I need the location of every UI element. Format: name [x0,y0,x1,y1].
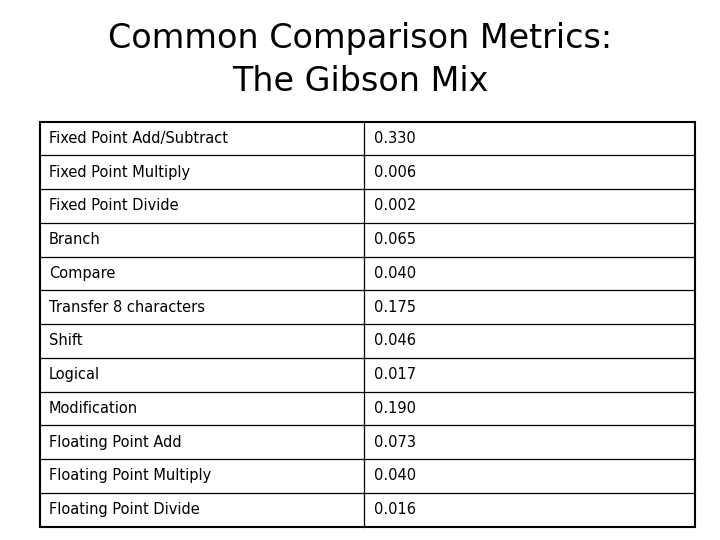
Text: Shift: Shift [49,333,83,348]
Text: 0.017: 0.017 [374,367,417,382]
Text: 0.175: 0.175 [374,300,416,315]
Text: Fixed Point Add/Subtract: Fixed Point Add/Subtract [49,131,228,146]
Text: Branch: Branch [49,232,101,247]
Text: 0.006: 0.006 [374,165,417,180]
Text: Fixed Point Multiply: Fixed Point Multiply [49,165,190,180]
Text: 0.190: 0.190 [374,401,416,416]
Text: 0.046: 0.046 [374,333,416,348]
Text: 0.040: 0.040 [374,468,417,483]
Text: 0.073: 0.073 [374,435,416,450]
Text: Compare: Compare [49,266,115,281]
Text: Modification: Modification [49,401,138,416]
Text: Logical: Logical [49,367,100,382]
Text: Transfer 8 characters: Transfer 8 characters [49,300,205,315]
Text: Floating Point Divide: Floating Point Divide [49,502,199,517]
Text: 0.040: 0.040 [374,266,417,281]
Text: 0.016: 0.016 [374,502,416,517]
Text: 0.002: 0.002 [374,198,417,213]
Text: Fixed Point Divide: Fixed Point Divide [49,198,179,213]
Text: 0.065: 0.065 [374,232,416,247]
Text: 0.330: 0.330 [374,131,416,146]
Text: Floating Point Add: Floating Point Add [49,435,181,450]
Bar [40,122,695,526]
Text: Common Comparison Metrics:
The Gibson Mix: Common Comparison Metrics: The Gibson Mi… [108,22,612,98]
Text: Floating Point Multiply: Floating Point Multiply [49,468,211,483]
